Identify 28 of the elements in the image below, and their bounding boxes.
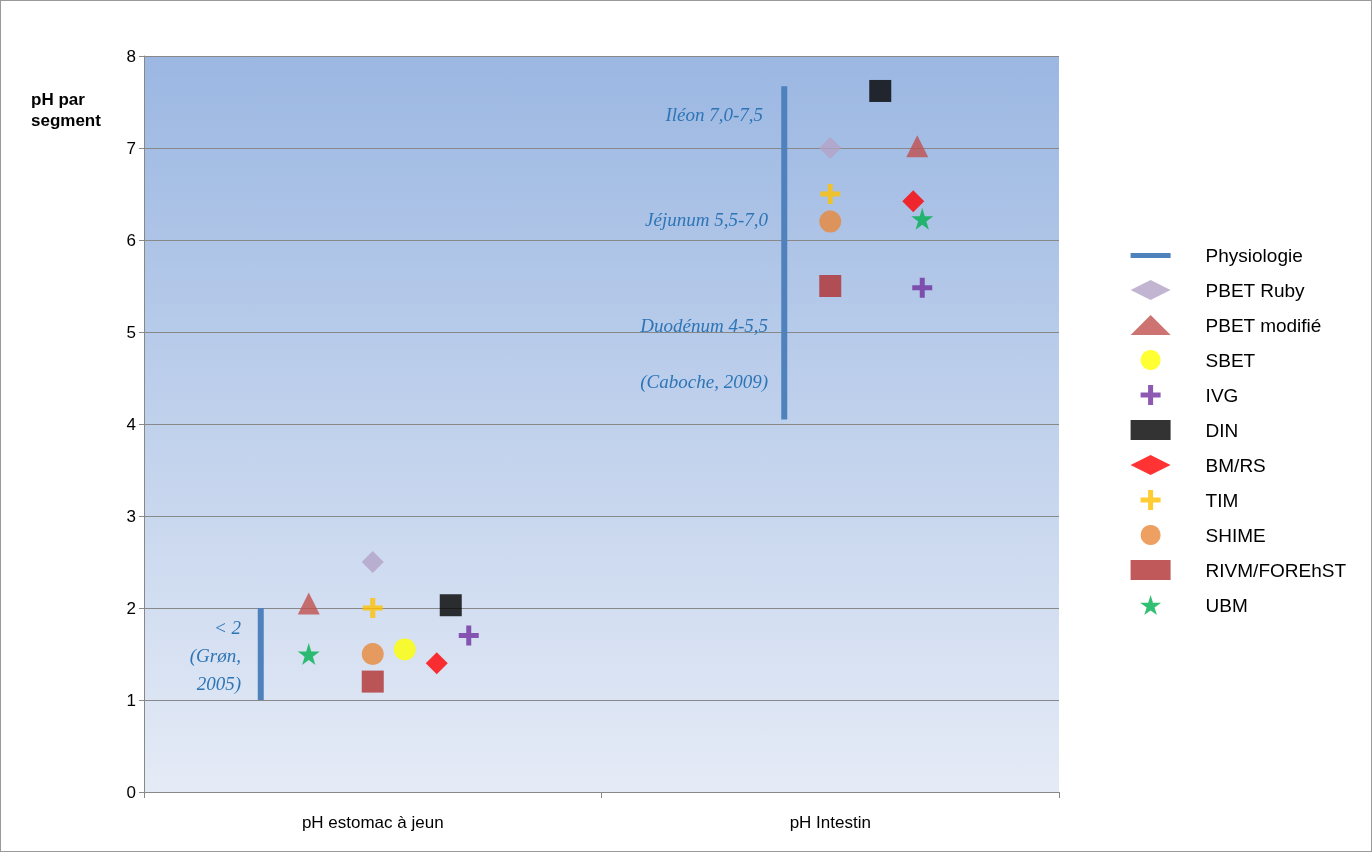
x-tick-label: pH estomac à jeun [301,813,444,832]
y-tick-label: 0 [126,782,136,802]
y-tick-label: 5 [126,322,136,342]
y-tick-label: 1 [126,690,136,710]
legend-label: SBET [1205,349,1256,371]
y-tick-label: 2 [126,598,136,618]
annotation: Duodénum 4-5,5 [639,314,768,336]
y-tick-label: 8 [126,46,136,66]
annotation: < 2 (Grøn, 2005) [189,616,242,695]
y-tick-label: 3 [126,506,136,526]
legend-label: PBET Ruby [1205,279,1306,301]
x-tick-label: pH Intestin [789,813,871,832]
y-tick-label: 6 [126,230,136,250]
legend-label: PBET modifié [1205,314,1322,336]
legend-label: Physiologie [1205,245,1303,266]
legend-label: UBM [1205,594,1248,616]
legend-label: BM/RS [1205,454,1266,476]
legend-label: IVG [1205,384,1239,406]
y-tick-label: 7 [126,138,136,158]
legend-label: DIN [1205,419,1239,441]
legend-label: TIM [1205,489,1239,511]
annotation: Iléon 7,0-7,5 [664,103,763,125]
annotation: (Caboche, 2009) [640,370,768,393]
y-axis-title: pH par segment [31,90,102,130]
legend-label: RIVM/FOREhST [1205,559,1347,581]
annotation: Jéjunum 5,5-7,0 [645,208,769,230]
legend-label: SHIME [1205,524,1266,546]
y-tick-label: 4 [126,414,136,434]
